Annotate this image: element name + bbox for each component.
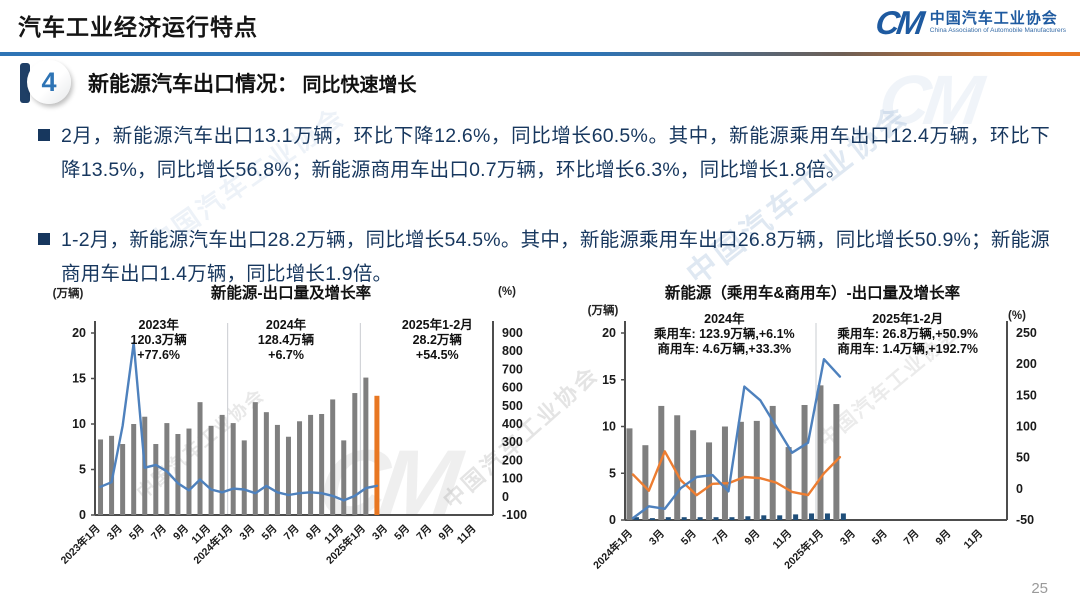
svg-text:2024年乘用车: 123.9万辆,+6.1%商用车: 4.: 2024年乘用车: 123.9万辆,+6.1%商用车: 4.6万辆,+33.3% <box>653 311 795 356</box>
svg-text:700: 700 <box>502 362 523 376</box>
caam-logo-name-cn: 中国汽车工业协会 <box>929 10 1058 28</box>
svg-text:11月: 11月 <box>770 528 794 552</box>
chart-nev-export-pv-cv: 新能源（乘用车&商用车）-出口量及增长率 (万辆) (%) 20 15 10 5 0 250 2… <box>545 281 1080 607</box>
bullet-marker-icon <box>38 129 50 141</box>
svg-text:2025年1-2月乘用车: 26.8万辆,+50.9%商用车: 2025年1-2月乘用车: 26.8万辆,+50.9%商用车: 1.4万辆,+1… <box>836 311 978 356</box>
svg-text:15: 15 <box>602 373 616 387</box>
svg-text:-100: -100 <box>502 508 527 522</box>
svg-text:7月: 7月 <box>149 523 169 543</box>
svg-text:7月: 7月 <box>902 528 922 548</box>
svg-text:10: 10 <box>72 417 86 431</box>
svg-text:15: 15 <box>72 372 86 386</box>
svg-text:7月: 7月 <box>282 523 302 543</box>
caam-logo-name-en: China Association of Automobile Manufact… <box>929 27 1066 35</box>
svg-text:-50: -50 <box>1016 513 1034 527</box>
section-heading-sub: 同比快速增长 <box>302 75 417 96</box>
svg-text:200: 200 <box>502 453 523 467</box>
svg-text:400: 400 <box>502 417 523 431</box>
section-number-badge: 4 <box>27 60 71 104</box>
chart-canvas-nev-total: (万辆) (%) 20 15 10 5 0 900 800 700 600 500 400 300 200 1… <box>53 286 527 567</box>
chart-title: 新能源（乘用车&商用车）-出口量及增长率 <box>664 285 961 302</box>
svg-text:5月: 5月 <box>127 523 147 543</box>
svg-text:11月: 11月 <box>455 523 479 547</box>
svg-text:0: 0 <box>502 490 509 504</box>
bullet-text-jan-feb: 1-2月，新能源汽车出口28.2万辆，同比增长54.5%。其中，新能源乘用车出口… <box>61 229 1050 285</box>
svg-text:11月: 11月 <box>961 528 985 552</box>
svg-text:9月: 9月 <box>436 523 456 543</box>
svg-text:9月: 9月 <box>171 523 191 543</box>
svg-text:800: 800 <box>502 344 523 358</box>
section-heading-main: 新能源汽车出口情况： <box>88 73 298 96</box>
svg-text:200: 200 <box>1016 357 1037 371</box>
svg-text:3月: 3月 <box>237 523 257 543</box>
bullet-item: 1-2月，新能源汽车出口28.2万辆，同比增长54.5%。其中，新能源乘用车出口… <box>38 223 1050 291</box>
svg-text:0: 0 <box>1016 482 1023 496</box>
svg-text:20: 20 <box>72 326 86 340</box>
page-number: 25 <box>1031 580 1048 597</box>
svg-text:3月: 3月 <box>370 523 390 543</box>
svg-text:(%): (%) <box>498 286 516 298</box>
bullet-text-february: 2月，新能源汽车出口13.1万辆，环比下降12.6%，同比增长60.5%。其中，… <box>61 125 1050 181</box>
section-heading: 新能源汽车出口情况： 同比快速增长 <box>88 68 416 98</box>
svg-text:3月: 3月 <box>647 528 667 548</box>
svg-text:9月: 9月 <box>304 523 324 543</box>
svg-text:9月: 9月 <box>933 528 953 548</box>
svg-text:2024年1月: 2024年1月 <box>590 527 635 572</box>
svg-text:250: 250 <box>1016 326 1037 340</box>
svg-text:0: 0 <box>609 513 616 527</box>
svg-text:100: 100 <box>502 472 523 486</box>
svg-text:500: 500 <box>502 399 523 413</box>
svg-text:900: 900 <box>502 326 523 340</box>
chart-canvas-pv-cv: (万辆) (%)20151050250200150100500-502024年1月… <box>588 303 1037 572</box>
svg-text:100: 100 <box>1016 420 1037 434</box>
svg-text:150: 150 <box>1016 388 1037 402</box>
caam-logo-icon: CM <box>873 4 925 41</box>
svg-text:5月: 5月 <box>392 523 412 543</box>
svg-text:9月: 9月 <box>742 528 762 548</box>
svg-text:600: 600 <box>502 381 523 395</box>
svg-text:5月: 5月 <box>679 528 699 548</box>
svg-text:7月: 7月 <box>711 528 731 548</box>
svg-text:5: 5 <box>609 466 616 480</box>
caam-logo: CM 中国汽车工业协会 China Association of Automob… <box>873 4 1066 41</box>
bullet-marker-icon <box>38 233 50 245</box>
svg-text:20: 20 <box>602 326 616 340</box>
svg-text:3月: 3月 <box>105 523 125 543</box>
svg-text:10: 10 <box>602 420 616 434</box>
svg-text:3月: 3月 <box>838 528 858 548</box>
svg-text:(万辆): (万辆) <box>53 286 84 300</box>
chart-nev-export-total: 新能源-出口量及增长率 (万辆) (%) 20 15 10 5 0 900 800 700 600 5… <box>0 281 532 607</box>
svg-text:(万辆): (万辆) <box>588 303 619 317</box>
svg-text:7月: 7月 <box>414 523 434 543</box>
svg-text:5: 5 <box>79 463 86 477</box>
header-divider <box>0 52 1080 56</box>
svg-text:5月: 5月 <box>259 523 279 543</box>
svg-text:(%): (%) <box>1008 310 1026 322</box>
section-badge-tab <box>20 63 30 103</box>
chart-title: 新能源-出口量及增长率 <box>210 285 372 302</box>
svg-text:50: 50 <box>1016 451 1030 465</box>
svg-text:300: 300 <box>502 435 523 449</box>
page-title: 汽车工业经济运行特点 <box>18 14 258 40</box>
bullet-item: 2月，新能源汽车出口13.1万辆，环比下降12.6%，同比增长60.5%。其中，… <box>38 119 1050 187</box>
svg-text:5月: 5月 <box>870 528 890 548</box>
svg-text:2023年1月: 2023年1月 <box>58 522 103 567</box>
svg-text:0: 0 <box>79 508 86 522</box>
